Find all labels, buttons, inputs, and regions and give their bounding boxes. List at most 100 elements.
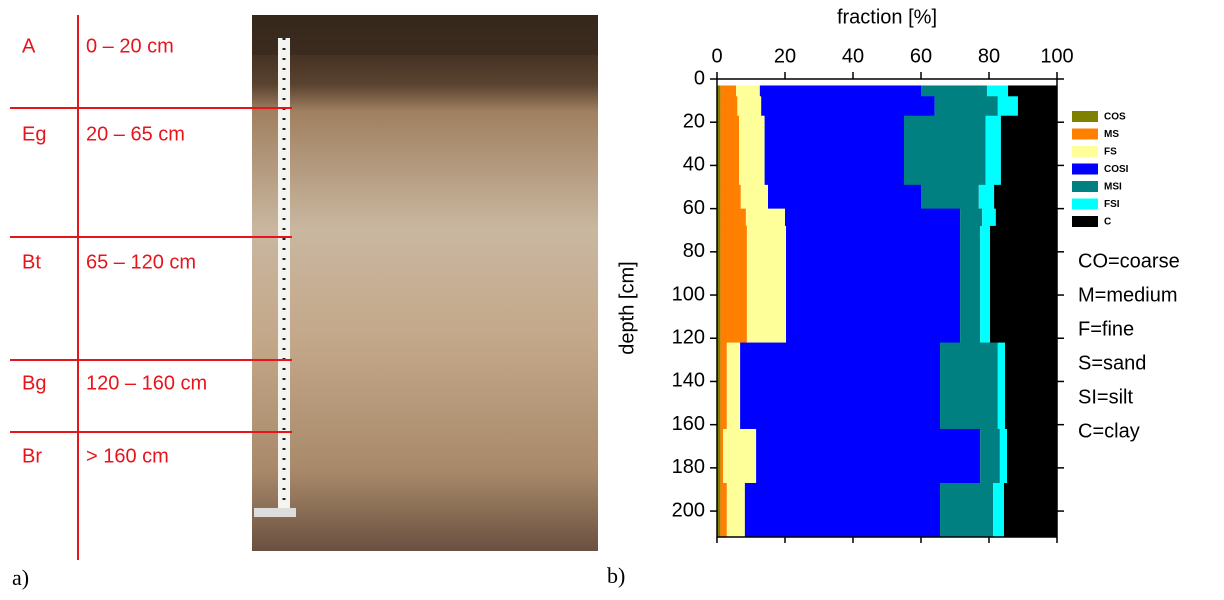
note: S=sand <box>1078 352 1146 374</box>
fraction-segment <box>921 184 979 210</box>
plot-frame <box>716 78 1058 538</box>
fraction-segment <box>726 342 741 430</box>
fraction-segment <box>940 482 994 538</box>
fraction-segment <box>1000 115 1057 186</box>
fraction-segment <box>736 85 760 97</box>
horizon-name: Bg <box>22 372 46 394</box>
fraction-segment <box>986 85 1009 97</box>
y-tick-label: 180 <box>672 456 705 478</box>
fraction-segment <box>1004 342 1057 430</box>
horizon-name: A <box>22 35 36 57</box>
legend-swatch <box>1072 163 1098 175</box>
fraction-segment <box>720 115 740 186</box>
fraction-segment <box>744 482 941 538</box>
fraction-segment <box>761 96 935 117</box>
legend-label: MSI <box>1104 182 1122 193</box>
fraction-segment <box>985 115 1001 186</box>
fraction-segment <box>960 208 983 227</box>
fraction-segment <box>745 208 785 227</box>
y-tick-label: 20 <box>683 110 705 132</box>
legend-swatch <box>1072 216 1098 227</box>
fraction-segment <box>717 184 721 210</box>
x-tick-label: 0 <box>711 45 722 67</box>
y-tick-label: 120 <box>672 327 705 349</box>
x-tick-label: 100 <box>1040 45 1073 67</box>
fraction-segment <box>717 96 721 117</box>
note: F=fine <box>1078 318 1134 340</box>
horizon-depth: > 160 cm <box>86 445 169 467</box>
soil-photo <box>252 15 598 551</box>
fraction-segment <box>720 85 737 97</box>
fraction-segment <box>995 208 1057 227</box>
fraction-segment <box>726 482 745 538</box>
fraction-segment <box>740 184 768 210</box>
fraction-segment <box>978 184 995 210</box>
legend-label: COS <box>1104 112 1126 123</box>
fraction-segment <box>740 342 941 430</box>
fraction-segment <box>717 342 721 430</box>
note: SI=silt <box>1078 386 1133 408</box>
fraction-segment <box>904 115 986 186</box>
horizon-name: Bt <box>22 251 41 273</box>
y-tick-label: 140 <box>672 370 705 392</box>
panel-label: b) <box>607 563 625 588</box>
note: CO=coarse <box>1078 250 1180 272</box>
fraction-segment <box>997 96 1018 117</box>
horizon-name: Eg <box>22 123 46 145</box>
fraction-segment <box>720 342 727 430</box>
fraction-segment <box>737 96 762 117</box>
y-axis-label: depth [cm] <box>616 261 638 354</box>
y-tick-label: 0 <box>694 67 705 89</box>
fraction-segment <box>720 428 724 484</box>
y-tick-label: 160 <box>672 413 705 435</box>
x-axis-label: fraction [%] <box>837 6 937 28</box>
fraction-segment <box>720 225 747 344</box>
fraction-segment <box>785 208 961 227</box>
note: M=medium <box>1078 284 1177 306</box>
horizon-lines <box>10 15 292 560</box>
fraction-segment <box>980 225 991 344</box>
fraction-segment <box>717 482 721 538</box>
horizon-depth: 120 – 160 cm <box>86 372 207 394</box>
fraction-segment <box>990 225 1057 344</box>
fraction-segment <box>768 184 921 210</box>
legend-swatch <box>1072 198 1098 210</box>
fraction-segment <box>717 428 721 484</box>
y-tick-label: 60 <box>683 197 705 219</box>
fraction-segment <box>717 208 721 227</box>
legend-swatch <box>1072 111 1098 122</box>
fraction-segment <box>739 115 765 186</box>
legend-label: FSI <box>1104 199 1120 210</box>
horizon-depth: 65 – 120 cm <box>86 251 196 273</box>
fraction-segment <box>717 115 721 186</box>
legend-label: COSI <box>1104 164 1129 175</box>
fraction-segment <box>1008 85 1057 97</box>
y-tick-label: 80 <box>683 240 705 262</box>
fraction-segment <box>720 482 727 538</box>
y-tick-label: 40 <box>683 154 705 176</box>
fraction-segment <box>940 342 998 430</box>
fraction-segment <box>1007 428 1057 484</box>
fraction-segment <box>786 225 961 344</box>
fraction-segment <box>982 208 996 227</box>
x-tick-label: 20 <box>774 45 796 67</box>
fraction-segment <box>723 428 757 484</box>
legend-label: FS <box>1104 147 1117 158</box>
fraction-segment <box>934 96 998 117</box>
fraction-segment <box>993 482 1004 538</box>
fraction-segment <box>921 85 987 97</box>
fraction-segment <box>720 184 741 210</box>
fraction-segment <box>720 96 738 117</box>
fraction-segment <box>994 184 1057 210</box>
fraction-segment <box>980 428 1000 484</box>
horizon-depth: 20 – 65 cm <box>86 123 185 145</box>
note: C=clay <box>1078 420 1140 442</box>
x-tick-label: 60 <box>910 45 932 67</box>
legend-label: C <box>1104 217 1111 228</box>
fraction-segment <box>746 225 787 344</box>
fraction-segment <box>997 342 1005 430</box>
fraction-segment <box>720 208 746 227</box>
horizon-name: Br <box>22 445 42 467</box>
fraction-segment <box>717 225 721 344</box>
